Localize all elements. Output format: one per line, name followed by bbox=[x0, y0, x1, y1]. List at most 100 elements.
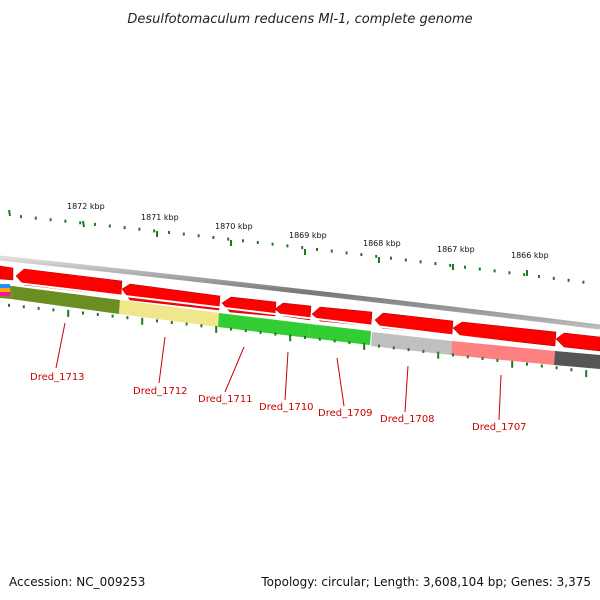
minor-tick bbox=[94, 222, 96, 226]
gene-label-dred-1708[interactable]: Dred_1708 bbox=[380, 414, 435, 425]
scale-label-1870: 1870 kbp bbox=[215, 222, 253, 231]
cds-track bbox=[0, 265, 600, 352]
lower-minor-tick bbox=[333, 339, 336, 343]
lower-minor-tick bbox=[318, 337, 321, 341]
scale-label-1866: 1866 kbp bbox=[511, 251, 549, 260]
minor-tick bbox=[182, 232, 185, 236]
lower-minor-tick bbox=[274, 332, 277, 336]
scale-label-1872: 1872 kbp bbox=[67, 202, 105, 211]
minor-tick bbox=[538, 275, 540, 278]
lower-minor-tick bbox=[244, 329, 247, 333]
gene-labels: Dred_1713 Dred_1712 Dred_1711 Dred_1710 … bbox=[30, 322, 527, 433]
minor-ticks bbox=[20, 215, 585, 284]
lower-minor-tick bbox=[8, 303, 10, 307]
minor-tick bbox=[419, 260, 422, 264]
minor-tick bbox=[301, 246, 304, 250]
gene-label-dred-1707[interactable]: Dred_1707 bbox=[472, 422, 527, 433]
scale-axis: 1872 kbp 1871 kbp 1870 kbp 1869 kbp 1868… bbox=[8, 202, 549, 276]
minor-tick bbox=[286, 244, 289, 248]
gene-color-track bbox=[0, 284, 600, 369]
gene-segment-dred-1710[interactable] bbox=[309, 324, 371, 345]
gene-segment-left-colors bbox=[0, 288, 10, 292]
gene-segment-dred-1711[interactable] bbox=[218, 313, 310, 338]
lower-minor-tick bbox=[52, 308, 55, 312]
lower-minor-tick bbox=[96, 313, 99, 316]
lower-minor-tick bbox=[526, 362, 528, 366]
accession-text: Accession: NC_009253 bbox=[9, 575, 145, 589]
minor-tick bbox=[567, 278, 570, 282]
minor-tick bbox=[360, 253, 363, 257]
minor-tick bbox=[138, 227, 141, 231]
minor-tick bbox=[123, 226, 126, 230]
gene-segment-next[interactable] bbox=[554, 351, 600, 369]
scale-label-1869: 1869 kbp bbox=[289, 231, 327, 240]
map-title: Desulfotomaculum reducens MI-1, complete… bbox=[127, 12, 472, 27]
minor-tick bbox=[20, 215, 22, 219]
lower-minor-tick bbox=[407, 348, 410, 352]
lower-ticks bbox=[8, 303, 588, 378]
lower-major-tick bbox=[437, 351, 440, 359]
minor-tick bbox=[552, 276, 555, 280]
lower-minor-tick bbox=[422, 349, 425, 353]
gene-label-dred-1713[interactable]: Dred_1713 bbox=[30, 372, 85, 383]
lower-minor-tick bbox=[392, 346, 395, 350]
cds-arrow[interactable] bbox=[311, 306, 373, 327]
lower-major-tick bbox=[141, 317, 144, 325]
lower-minor-tick bbox=[230, 327, 232, 331]
minor-tick bbox=[316, 247, 318, 251]
major-tick bbox=[82, 220, 85, 228]
minor-tick bbox=[464, 265, 466, 269]
lower-minor-tick bbox=[570, 368, 573, 372]
minor-tick bbox=[478, 267, 481, 271]
lower-minor-tick bbox=[126, 316, 129, 320]
lower-minor-tick bbox=[304, 336, 306, 339]
lower-major-tick bbox=[215, 325, 218, 333]
gene-segment-dred-1712[interactable] bbox=[119, 300, 219, 327]
lower-minor-tick bbox=[37, 306, 40, 310]
gene-segment-dred-1707[interactable] bbox=[451, 341, 555, 365]
gene-label-dred-1710[interactable]: Dred_1710 bbox=[259, 402, 314, 413]
lower-minor-tick bbox=[156, 319, 158, 323]
cds-arrow[interactable] bbox=[452, 321, 557, 347]
minor-tick bbox=[79, 221, 82, 225]
lower-minor-tick bbox=[111, 314, 114, 318]
lower-minor-tick bbox=[378, 344, 380, 348]
topology-text: Topology: circular; Length: 3,608,104 bp… bbox=[260, 575, 591, 589]
gene-segment-dred-1713[interactable] bbox=[11, 286, 120, 314]
minor-tick bbox=[197, 234, 200, 238]
gene-leader-line bbox=[284, 351, 289, 401]
lower-major-tick bbox=[289, 334, 292, 342]
lower-minor-tick bbox=[185, 322, 188, 326]
minor-tick bbox=[493, 269, 496, 273]
minor-tick bbox=[449, 263, 452, 267]
lower-minor-tick bbox=[82, 311, 84, 315]
cds-arrow[interactable] bbox=[374, 312, 454, 336]
lower-minor-tick bbox=[452, 353, 454, 357]
cds-arrow[interactable] bbox=[555, 332, 600, 352]
track-separator bbox=[0, 280, 600, 354]
gene-segment-dred-1708[interactable] bbox=[371, 332, 452, 355]
lower-minor-tick bbox=[348, 341, 351, 345]
lower-major-tick bbox=[363, 342, 366, 350]
minor-tick bbox=[330, 249, 333, 253]
scale-label-1867: 1867 kbp bbox=[437, 245, 475, 254]
minor-tick bbox=[168, 231, 170, 234]
lower-minor-tick bbox=[170, 321, 173, 324]
minor-tick bbox=[582, 280, 585, 284]
gene-label-dred-1712[interactable]: Dred_1712 bbox=[133, 386, 188, 397]
lower-major-tick bbox=[585, 370, 588, 378]
gene-label-dred-1711[interactable]: Dred_1711 bbox=[198, 394, 253, 405]
cds-arrow[interactable] bbox=[0, 265, 14, 281]
gene-label-dred-1709[interactable]: Dred_1709 bbox=[318, 408, 373, 419]
minor-tick bbox=[434, 262, 437, 266]
minor-tick bbox=[227, 237, 230, 241]
lower-minor-tick bbox=[22, 305, 25, 309]
major-tick bbox=[8, 209, 11, 217]
minor-tick bbox=[508, 271, 511, 275]
lower-minor-tick bbox=[555, 366, 558, 370]
gene-leader-line bbox=[55, 322, 66, 369]
minor-tick bbox=[256, 241, 259, 244]
minor-tick bbox=[242, 239, 244, 243]
lower-minor-tick bbox=[259, 330, 262, 334]
